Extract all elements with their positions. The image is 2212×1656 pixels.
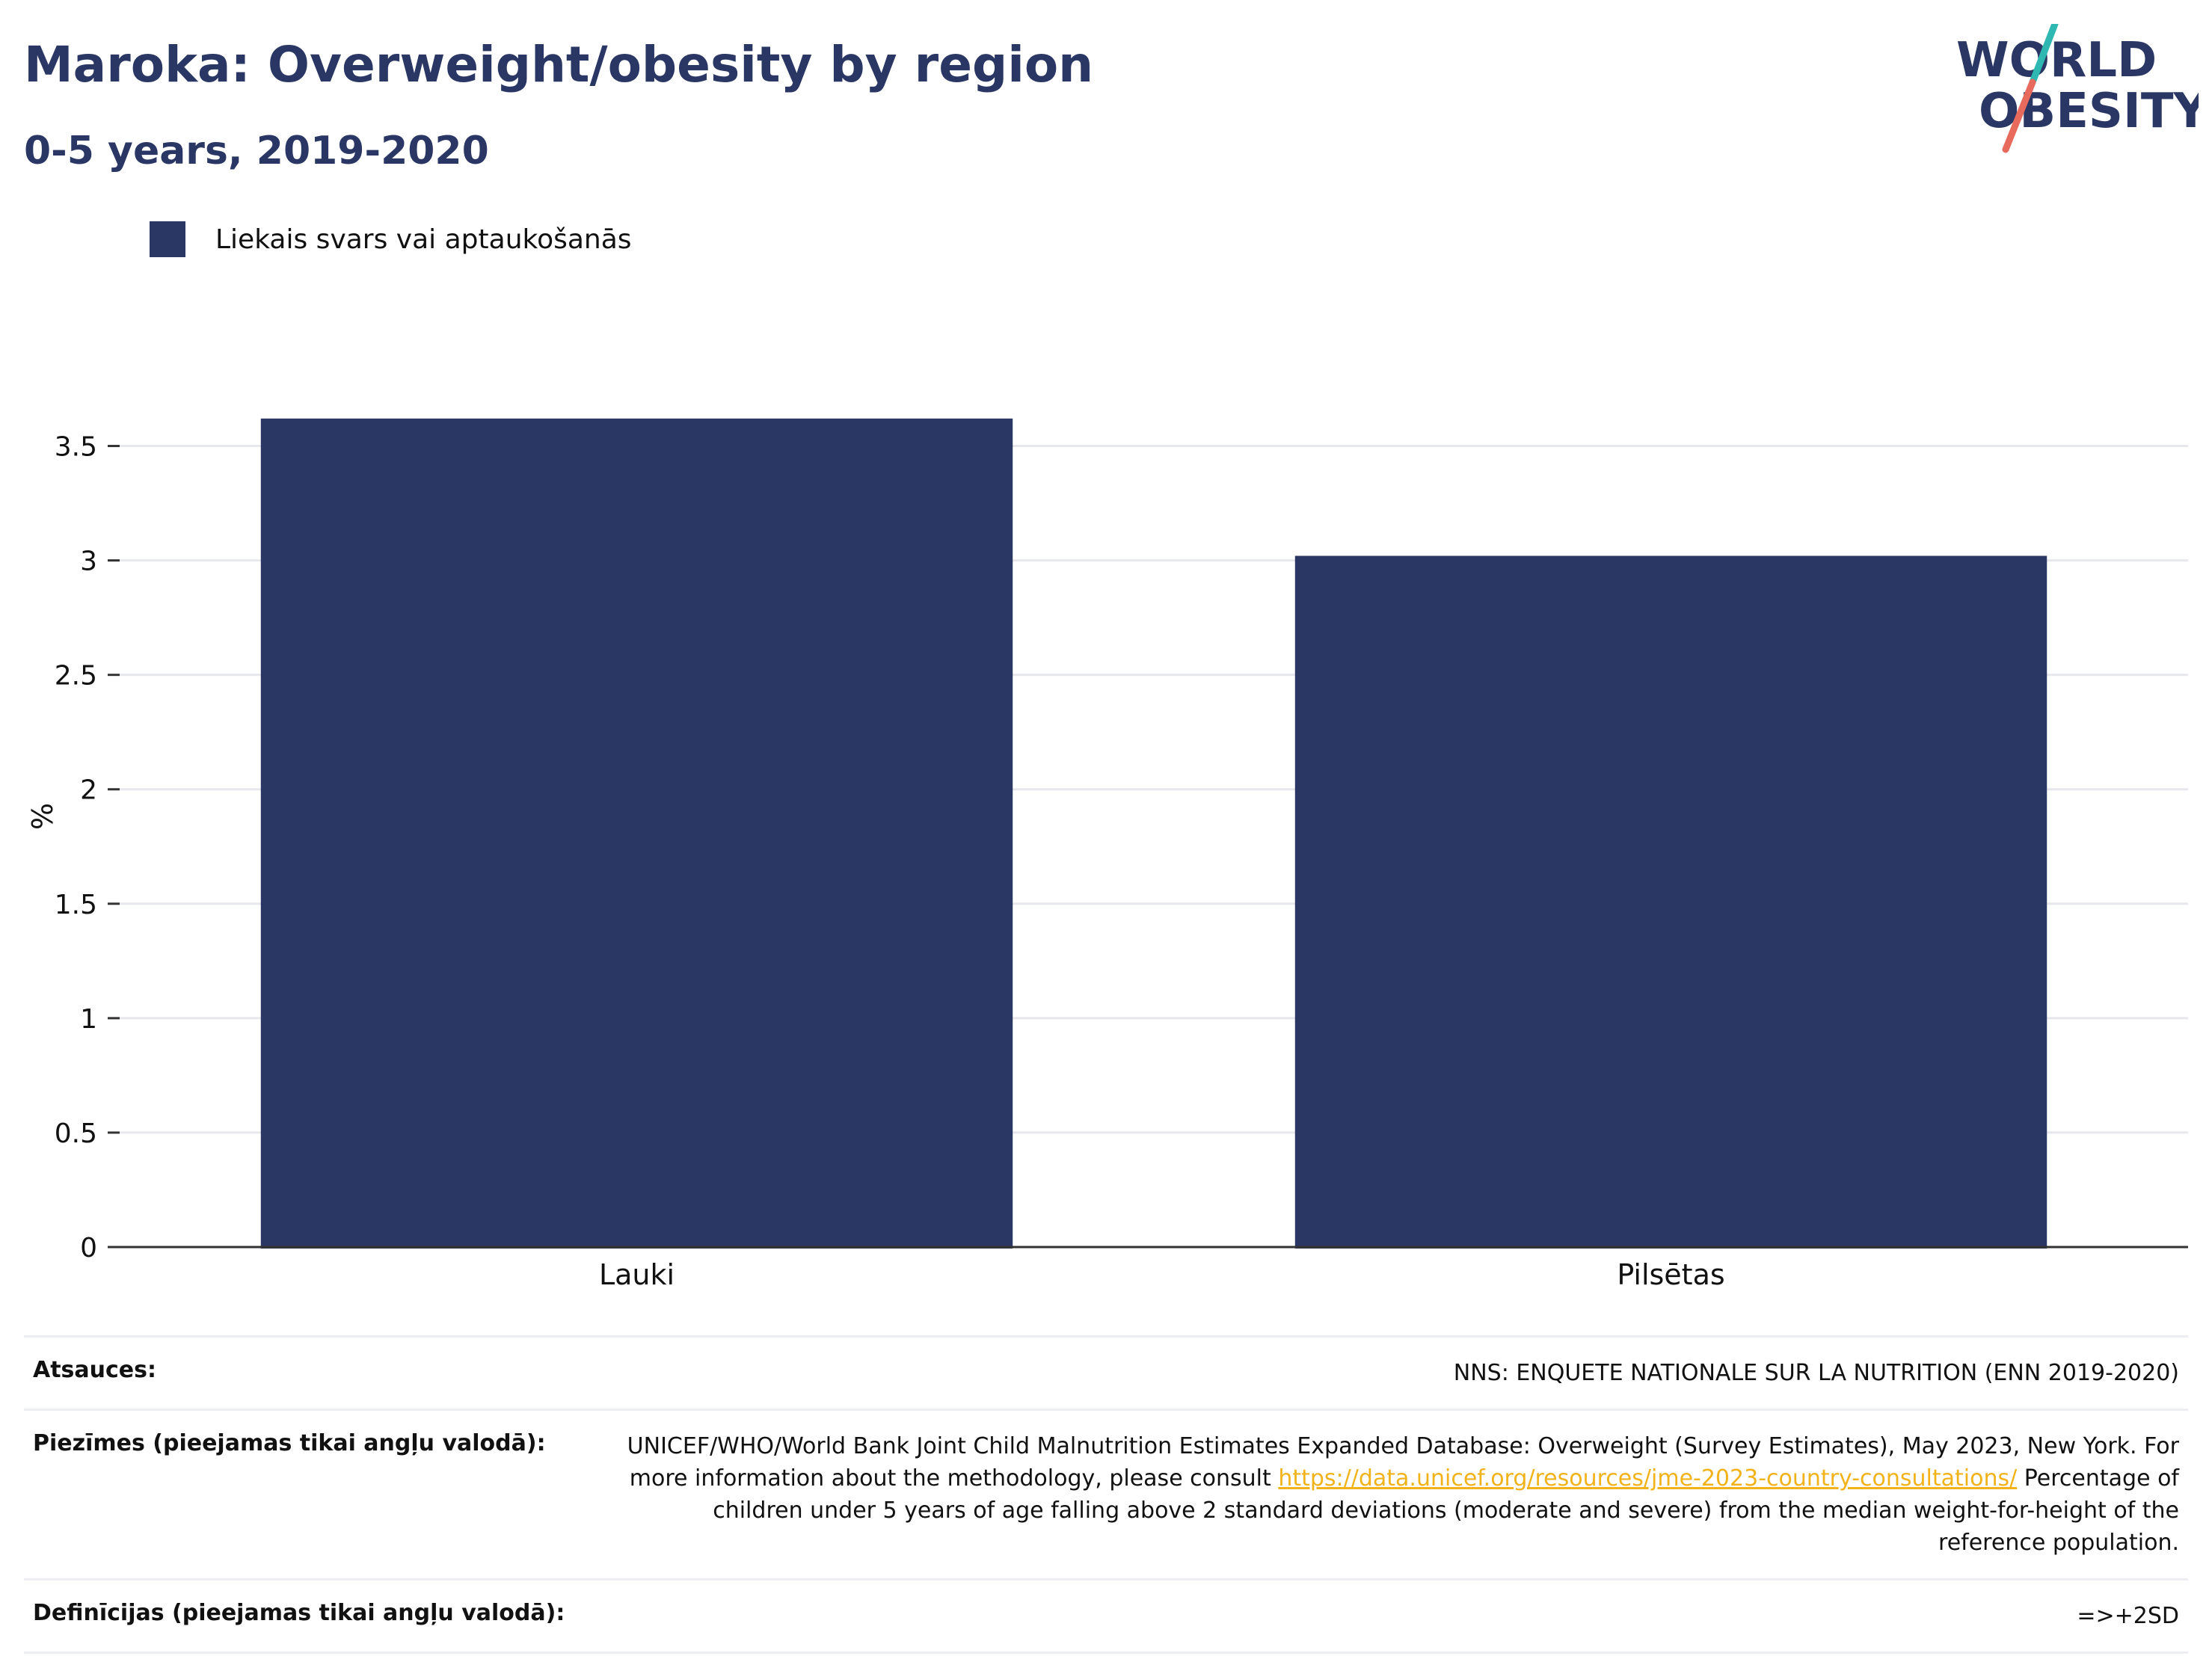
y-tick-label: 3 — [80, 547, 97, 577]
y-axis-ticks: 0 0.5 1 1.5 2 2.5 3 3.5 — [55, 432, 120, 1263]
logo-slash-bottom — [2002, 79, 2036, 153]
y-tick-label: 2.5 — [55, 661, 97, 692]
notes-label: Piezīmes (pieejamas tikai angļu valodā): — [33, 1430, 546, 1456]
y-tick-label: 0.5 — [55, 1118, 97, 1149]
notes-row: Piezīmes (pieejamas tikai angļu valodā):… — [24, 1409, 2188, 1578]
sources-label: Atsauces: — [33, 1357, 156, 1383]
methodology-link[interactable]: https://data.unicef.org/resources/jme-20… — [1278, 1465, 2018, 1492]
sources-row: Atsauces: NNS: ENQUETE NATIONALE SUR LA … — [24, 1335, 2188, 1409]
x-axis: Lauki Pilsētas — [120, 1246, 2188, 1291]
logo-slash-top — [2029, 24, 2059, 86]
bar-lauki[interactable] — [260, 418, 1013, 1249]
legend-label: Liekais svars vai aptaukošanās — [215, 224, 632, 255]
legend-swatch — [150, 221, 185, 257]
bar-chart: 0 0.5 1 1.5 2 2.5 3 3.5 Lauki Pilsētas % — [26, 418, 2188, 1291]
world-obesity-logo: WORLD OBESITY — [1956, 24, 2199, 153]
x-tick-label: Lauki — [599, 1258, 675, 1291]
y-tick-label: 1.5 — [55, 890, 97, 920]
bars — [260, 418, 2047, 1249]
chart-footer: Atsauces: NNS: ENQUETE NATIONALE SUR LA … — [24, 1335, 2188, 1654]
notes-value: UNICEF/WHO/World Bank Joint Child Malnut… — [624, 1430, 2179, 1559]
chart-title: Maroka: Overweight/obesity by region — [24, 36, 1094, 93]
x-tick-label: Pilsētas — [1617, 1258, 1724, 1291]
sources-value: NNS: ENQUETE NATIONALE SUR LA NUTRITION … — [1453, 1360, 2179, 1386]
definitions-value: =>+2SD — [2077, 1603, 2179, 1629]
y-tick-label: 2 — [80, 775, 97, 806]
y-axis-label: % — [26, 803, 59, 830]
definitions-row: Definīcijas (pieejamas tikai angļu valod… — [24, 1578, 2188, 1654]
y-tick-label: 0 — [80, 1233, 97, 1263]
logo-line1: WORLD — [1956, 33, 2157, 88]
y-tick-label: 3.5 — [55, 432, 97, 463]
notes-text-1: UNICEF/WHO/World Bank Joint Child Malnut… — [627, 1433, 2179, 1492]
legend[interactable]: Liekais svars vai aptaukošanās — [150, 221, 632, 257]
notes-text-2: Percentage of children under 5 years of … — [713, 1465, 2179, 1556]
chart-subtitle: 0-5 years, 2019-2020 — [24, 129, 489, 173]
definitions-label: Definīcijas (pieejamas tikai angļu valod… — [33, 1600, 565, 1626]
y-tick-label: 1 — [80, 1004, 97, 1035]
bar-pilsētas[interactable] — [1294, 555, 2047, 1249]
